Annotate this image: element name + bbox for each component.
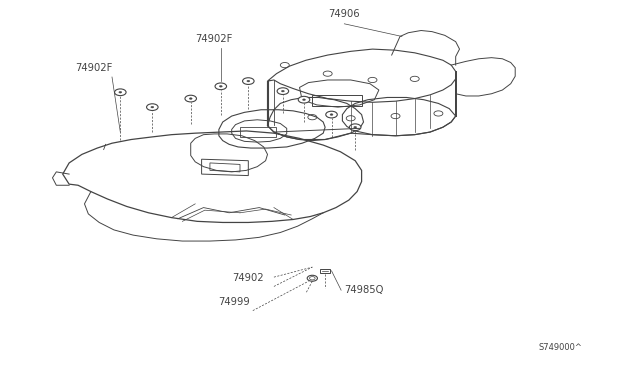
Circle shape [151,106,154,108]
Circle shape [189,98,192,99]
Circle shape [277,88,289,94]
Circle shape [243,78,254,84]
Text: 74906: 74906 [328,9,360,19]
Circle shape [247,80,250,82]
Circle shape [119,92,122,93]
Circle shape [147,104,158,110]
Text: 74999: 74999 [218,297,250,307]
Circle shape [303,99,305,100]
Circle shape [349,124,361,131]
Text: 74902F: 74902F [195,34,232,44]
Circle shape [185,95,196,102]
Circle shape [220,86,222,87]
Circle shape [330,114,333,115]
Text: 74985Q: 74985Q [344,285,384,295]
Circle shape [354,126,356,128]
Circle shape [326,111,337,118]
Circle shape [307,275,317,281]
Circle shape [282,90,284,92]
Circle shape [298,96,310,103]
Text: S749000^: S749000^ [538,343,582,352]
Bar [320,269,330,273]
Circle shape [215,83,227,90]
Circle shape [115,89,126,96]
Text: 74902: 74902 [232,273,264,283]
Text: 74902F: 74902F [76,62,113,73]
